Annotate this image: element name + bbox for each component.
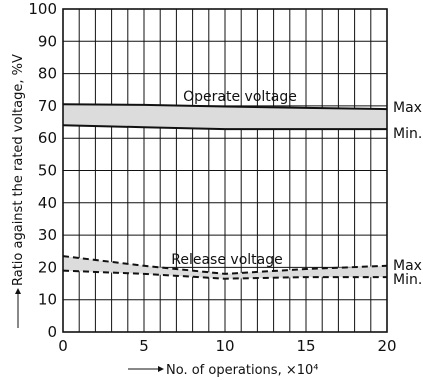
x-tick-label: 15 [296, 337, 315, 355]
release-max-label: Max. [393, 258, 423, 274]
y-axis-title-group: Ratio against the rated voltage, %V [11, 54, 26, 328]
tick-label-layer: 0 10 20 30 40 50 60 70 80 90 100 0 5 10 15 20 [28, 0, 396, 355]
y-tick-label: 50 [38, 162, 57, 180]
plot-frame [62, 8, 388, 333]
operate-voltage-label: Operate voltage [183, 89, 297, 105]
operate-min-line [62, 124, 387, 131]
x-axis-title-group: No. of operations, ×10⁴ [128, 363, 318, 378]
grid-layer [62, 8, 388, 333]
x-tick-label: 5 [139, 337, 149, 355]
operate-min-label: Min. [393, 126, 422, 142]
x-tick-label: 0 [58, 337, 68, 355]
y-tick-label: 40 [38, 194, 57, 212]
y-tick-label: 60 [38, 129, 57, 147]
y-tick-label: 20 [38, 258, 57, 276]
y-tick-label: 100 [28, 0, 57, 18]
y-tick-label: 70 [38, 97, 57, 115]
operate-voltage-band [63, 104, 387, 130]
x-axis-title: No. of operations, ×10⁴ [166, 363, 318, 378]
release-min-line [62, 269, 387, 280]
y-axis-title: Ratio against the rated voltage, %V [11, 54, 26, 286]
y-tick-label: 30 [38, 226, 57, 244]
y-tick-label: 90 [38, 32, 57, 50]
release-voltage-label: Release voltage [171, 252, 282, 268]
y-tick-label: 0 [47, 323, 57, 341]
line-layer [62, 103, 388, 280]
x-axis-arrow-head [158, 366, 164, 372]
y-tick-label: 10 [38, 291, 57, 309]
operate-max-label: Max. [393, 100, 423, 116]
release-max-line [62, 255, 388, 275]
operate-max-line [62, 103, 388, 111]
y-axis-arrow-head [15, 288, 21, 294]
y-tick-label: 80 [38, 65, 57, 83]
x-tick-label: 10 [215, 337, 234, 355]
x-tick-label: 20 [377, 337, 396, 355]
release-min-label: Min. [393, 272, 422, 288]
